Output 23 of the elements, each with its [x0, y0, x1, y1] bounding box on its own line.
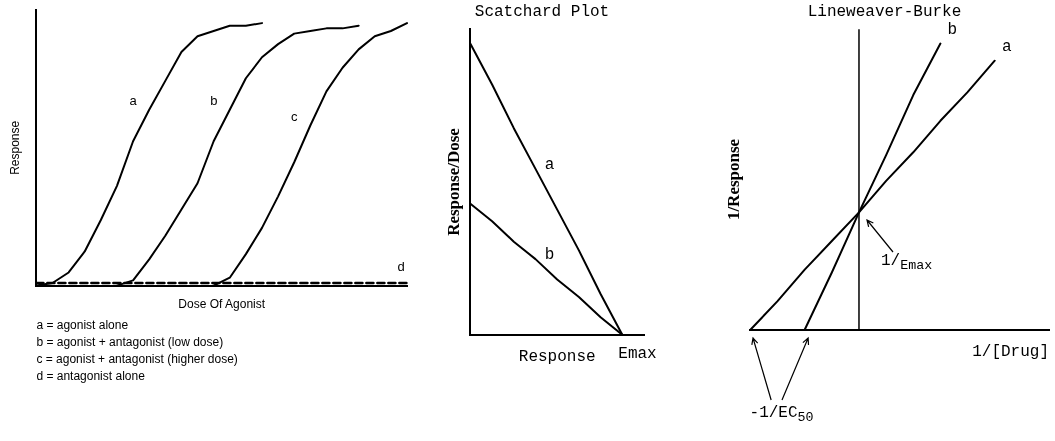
series-label: a [544, 156, 555, 175]
series-label: a [1001, 37, 1012, 56]
text: c = agonist + antagonist (higher dose) [36, 352, 238, 366]
y-axis-title: Response/Dose [443, 127, 463, 236]
series-label: b [210, 93, 218, 109]
series-label: d [397, 258, 405, 274]
chart-title: Lineweaver-Burke [807, 2, 962, 21]
series-label: b [544, 246, 555, 265]
text: d = antagonist alone [36, 369, 145, 383]
text: Emax [618, 344, 657, 363]
text: b = agonist + antagonist (low dose) [36, 335, 224, 349]
annotation: 1/$_{Emax}$ [880, 252, 933, 274]
series-label: a [129, 93, 138, 109]
y-axis-title: 1/Response [723, 138, 743, 221]
text: a = agonist alone [36, 318, 129, 332]
x-axis-title: 1/[Drug] [972, 342, 1049, 361]
series-label: c [291, 109, 299, 125]
series-label: b [947, 20, 958, 39]
text: -1/EC$_{50}$ [749, 403, 814, 425]
y-axis-title: Response [7, 120, 22, 175]
x-axis-title: Dose Of Agonist [178, 297, 266, 312]
x-axis-title: Response [518, 347, 596, 366]
chart-title: Scatchard Plot [474, 2, 610, 21]
